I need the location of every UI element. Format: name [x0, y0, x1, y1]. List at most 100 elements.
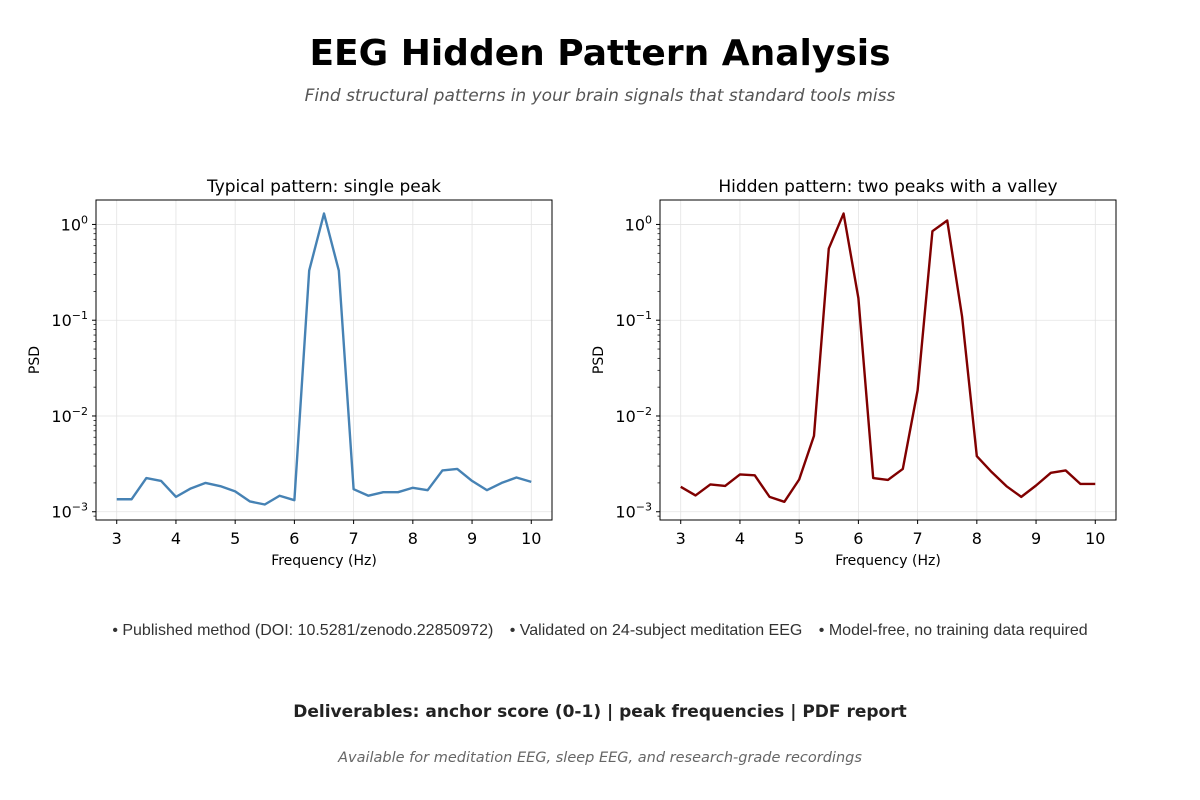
x-tick-label: 9: [467, 529, 477, 548]
data-point: [1005, 485, 1007, 487]
x-axis-label: Frequency (Hz): [271, 553, 377, 569]
x-tick-label: 3: [676, 529, 686, 548]
y-tick-label: 10−3: [615, 501, 652, 522]
data-point: [961, 315, 963, 317]
data-point: [323, 212, 325, 214]
y-tick-label: 100: [61, 213, 88, 234]
bullet-validation: • Validated on 24-subject meditation EEG: [509, 622, 803, 639]
y-tick-label: 10−1: [51, 309, 88, 330]
deliverables-line: Deliverables: anchor score (0-1) | peak …: [293, 702, 907, 722]
data-point: [887, 479, 889, 481]
data-point: [783, 501, 785, 503]
data-point: [709, 483, 711, 485]
data-point: [352, 488, 354, 490]
feature-bullets: • Published method (DOI: 10.5281/zenodo.…: [0, 622, 1200, 640]
data-point: [694, 494, 696, 496]
data-point: [768, 496, 770, 498]
y-axis-label: PSD: [591, 346, 607, 374]
data-point: [234, 490, 236, 492]
data-point: [872, 477, 874, 479]
y-tick-label: 10−1: [615, 309, 652, 330]
x-axis-label: Frequency (Hz): [835, 553, 941, 569]
x-tick-label: 4: [735, 529, 745, 548]
data-point: [486, 489, 488, 491]
data-point: [367, 495, 369, 497]
data-point: [990, 471, 992, 473]
data-point: [441, 469, 443, 471]
data-point: [175, 496, 177, 498]
data-point: [382, 491, 384, 493]
data-point: [308, 269, 310, 271]
data-point: [976, 455, 978, 457]
data-point: [813, 435, 815, 437]
x-tick-label: 3: [112, 529, 122, 548]
y-tick-label: 100: [625, 213, 652, 234]
data-point: [946, 219, 948, 221]
chart-1: 3 4 5 6 7 8 9 10 10−3 10−2 10−1 100 Typical pattern:…: [27, 177, 553, 569]
data-point: [426, 489, 428, 491]
data-point: [219, 485, 221, 487]
data-point: [338, 269, 340, 271]
data-point: [278, 495, 280, 497]
x-tick-label: 6: [853, 529, 863, 548]
data-point: [116, 498, 118, 500]
data-point: [916, 389, 918, 391]
data-point: [1020, 496, 1022, 498]
data-point: [145, 477, 147, 479]
plot-frame: [659, 199, 1117, 521]
data-point: [412, 487, 414, 489]
data-point: [264, 503, 266, 505]
series-line: [680, 212, 1096, 504]
series-line: [116, 212, 532, 506]
data-point: [1094, 483, 1096, 485]
data-point: [1064, 469, 1066, 471]
y-tick-label: 10−2: [51, 405, 88, 426]
data-point: [249, 500, 251, 502]
data-point: [842, 212, 844, 214]
data-point: [397, 491, 399, 493]
data-point: [130, 498, 132, 500]
data-point: [1050, 472, 1052, 474]
data-point: [500, 482, 502, 484]
x-tick-label: 7: [913, 529, 923, 548]
y-tick-label: 10−2: [615, 405, 652, 426]
availability-note: Available for meditation EEG, sleep EEG,…: [338, 750, 862, 766]
x-tick-label: 5: [230, 529, 240, 548]
x-tick-label: 8: [408, 529, 418, 548]
data-point: [724, 485, 726, 487]
data-point: [931, 230, 933, 232]
y-tick-label: 10−3: [51, 501, 88, 522]
bullet-published-method: • Published method (DOI: 10.5281/zenodo.…: [112, 622, 494, 639]
data-point: [1035, 484, 1037, 486]
data-point: [680, 486, 682, 488]
data-point: [798, 478, 800, 480]
page-subtitle: Find structural patterns in your brain s…: [304, 86, 896, 106]
data-point: [190, 487, 192, 489]
data-point: [515, 476, 517, 478]
data-point: [1079, 483, 1081, 485]
data-point: [739, 473, 741, 475]
x-tick-label: 4: [171, 529, 181, 548]
data-point: [204, 482, 206, 484]
data-point: [530, 481, 532, 483]
bullet-model-free: • Model-free, no training data required: [818, 622, 1088, 639]
x-tick-label: 10: [1085, 529, 1105, 548]
data-point: [471, 480, 473, 482]
data-point: [857, 297, 859, 299]
data-point: [456, 468, 458, 470]
x-tick-label: 7: [349, 529, 359, 548]
x-tick-label: 10: [521, 529, 541, 548]
x-tick-label: 6: [289, 529, 299, 548]
chart-2: 3 4 5 6 7 8 9 10 10−3 10−2 10−1 100 Hidden pattern: …: [591, 177, 1117, 569]
data-point: [160, 480, 162, 482]
data-point: [293, 499, 295, 501]
chart-title: Typical pattern: single peak: [206, 177, 441, 197]
x-tick-label: 8: [972, 529, 982, 548]
x-tick-label: 9: [1031, 529, 1041, 548]
y-axis-label: PSD: [27, 346, 43, 374]
data-point: [828, 247, 830, 249]
data-point: [902, 468, 904, 470]
chart-title: Hidden pattern: two peaks with a valley: [718, 177, 1057, 197]
data-point: [754, 474, 756, 476]
